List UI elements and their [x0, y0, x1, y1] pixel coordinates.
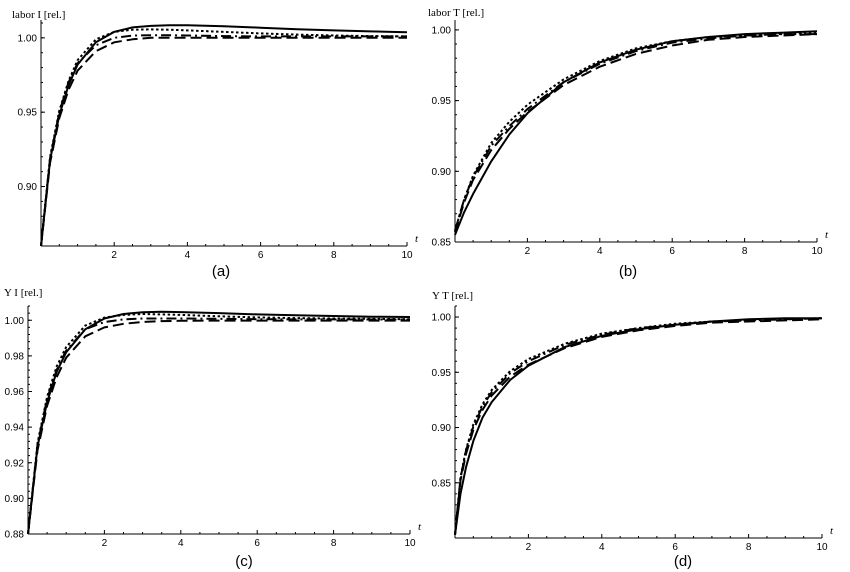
y-tick-label: 0.85: [432, 478, 452, 489]
series-solid: [454, 317, 822, 535]
x-tick-label: 2: [111, 250, 117, 261]
y-tick-label: 0.92: [5, 458, 25, 469]
x-tick-label: 10: [404, 538, 416, 549]
series-dashdot: [40, 34, 407, 247]
x-axis-label: t: [415, 233, 419, 245]
chart-panel-b: 2 4 6 8 10 0.85 0.90 0.95 1.00 labor T [rel.] t (b): [428, 7, 829, 280]
x-tick-label: 2: [525, 246, 531, 257]
x-tick-label: 4: [185, 250, 191, 261]
x-axis-label: t: [830, 525, 834, 537]
y-axis-label: Y I [rel.]: [4, 287, 42, 299]
x-axis-label: t: [418, 521, 422, 533]
x-axis-label: t: [825, 229, 829, 241]
panel-caption: (a): [212, 263, 230, 280]
y-tick-label: 0.95: [432, 368, 452, 379]
x-tick-label: 2: [102, 538, 108, 549]
series-dashdot: [454, 317, 823, 535]
x-tick-label: 8: [331, 538, 337, 549]
y-tick-label: 0.95: [432, 96, 452, 107]
series-dashdot: [27, 317, 410, 535]
panel-caption: (c): [235, 553, 253, 570]
y-axis-label: Y T [rel.]: [432, 290, 473, 302]
y-tick-label: 0.96: [5, 387, 25, 398]
y-tick-label: 1.00: [5, 316, 25, 327]
x-tick-label: 4: [597, 246, 603, 257]
series-dotted: [27, 313, 411, 535]
y-tick-label: 1.00: [432, 313, 452, 324]
y-axis-label: labor T [rel.]: [428, 7, 484, 19]
series-dotted: [40, 28, 408, 247]
chart-panel-a: 2 4 6 8 10 0.90 0.95 1.00 labor I [rel.] t (a): [12, 9, 419, 280]
x-tick-label: 8: [331, 250, 337, 261]
x-tick-label: 10: [811, 246, 823, 257]
panel-caption: (d): [674, 553, 692, 570]
chart-panel-d: 2 4 6 8 10 0.85 0.90 0.95 1.00 Y T [rel.] t (d): [432, 290, 834, 570]
y-tick-label: 0.90: [432, 167, 452, 178]
x-tick-label: 6: [672, 542, 678, 553]
series-dashed: [40, 36, 407, 247]
x-tick-label: 2: [526, 542, 532, 553]
panel-caption: (b): [619, 263, 637, 280]
series-dashed: [27, 319, 410, 535]
y-tick-label: 0.95: [18, 108, 38, 119]
x-tick-label: 10: [401, 250, 413, 261]
y-tick-label: 0.94: [5, 423, 25, 434]
series-dotted: [454, 317, 823, 535]
x-tick-label: 6: [254, 538, 260, 549]
y-tick-label: 0.88: [5, 530, 25, 541]
x-tick-label: 4: [178, 538, 184, 549]
y-tick-label: 0.98: [5, 351, 25, 362]
chart-panel-c: 2 4 6 8 10 0.88 0.90 0.92 0.94 0.96 0.98 1.00 Y I [r…: [4, 287, 422, 570]
series-dotted: [454, 31, 818, 231]
x-tick-label: 10: [816, 542, 828, 553]
series-solid: [454, 30, 818, 236]
series-dashed: [454, 33, 818, 233]
series-dashed: [454, 318, 823, 535]
y-tick-label: 0.90: [5, 494, 25, 505]
y-tick-label: 1.00: [432, 25, 452, 36]
y-tick-label: 1.00: [18, 33, 38, 44]
x-tick-label: 8: [742, 246, 748, 257]
series-dashdot: [454, 33, 817, 231]
x-tick-label: 8: [746, 542, 752, 553]
y-tick-label: 0.90: [18, 182, 38, 193]
x-tick-label: 6: [669, 246, 675, 257]
y-tick-label: 0.85: [432, 238, 452, 249]
x-tick-label: 6: [258, 250, 264, 261]
series-solid: [27, 310, 411, 535]
y-tick-label: 0.90: [432, 423, 452, 434]
x-tick-label: 4: [599, 542, 605, 553]
y-axis-label: labor I [rel.]: [12, 9, 65, 21]
series-solid: [40, 24, 408, 247]
